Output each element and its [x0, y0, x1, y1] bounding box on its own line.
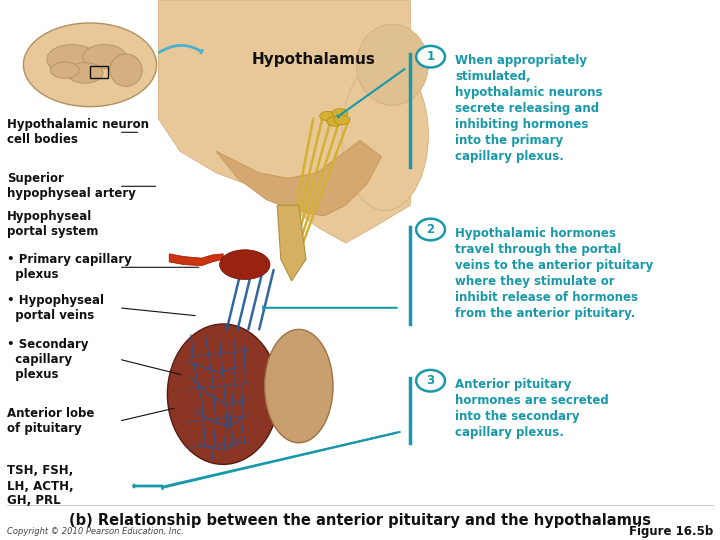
Polygon shape	[169, 254, 223, 266]
Ellipse shape	[334, 115, 350, 125]
Circle shape	[416, 46, 445, 68]
Ellipse shape	[265, 329, 333, 443]
Ellipse shape	[50, 62, 79, 78]
Ellipse shape	[332, 109, 348, 118]
Polygon shape	[216, 140, 382, 216]
Ellipse shape	[327, 117, 343, 126]
Text: 2: 2	[426, 223, 435, 236]
Ellipse shape	[67, 63, 103, 83]
Text: Figure 16.5b: Figure 16.5b	[629, 525, 713, 538]
Text: Copyright © 2010 Pearson Education, Inc.: Copyright © 2010 Pearson Education, Inc.	[7, 528, 184, 536]
Ellipse shape	[83, 45, 126, 69]
Text: 1: 1	[426, 50, 435, 63]
Ellipse shape	[220, 249, 270, 280]
Ellipse shape	[356, 24, 428, 105]
Text: Hypothalamus: Hypothalamus	[251, 52, 375, 67]
Text: Hypothalamic neuron
cell bodies: Hypothalamic neuron cell bodies	[7, 118, 149, 146]
Ellipse shape	[47, 44, 97, 74]
Polygon shape	[158, 0, 410, 243]
Text: • Primary capillary
  plexus: • Primary capillary plexus	[7, 253, 132, 281]
Text: Anterior pituitary
hormones are secreted
into the secondary
capillary plexus.: Anterior pituitary hormones are secreted…	[455, 378, 609, 439]
Circle shape	[416, 219, 445, 240]
Text: • Hypophyseal
  portal veins: • Hypophyseal portal veins	[7, 294, 104, 322]
Text: When appropriately
stimulated,
hypothalamic neurons
secrete releasing and
inhibi: When appropriately stimulated, hypothala…	[455, 54, 603, 163]
Ellipse shape	[24, 23, 157, 107]
Text: Hypothalamic hormones
travel through the portal
veins to the anterior pituitary
: Hypothalamic hormones travel through the…	[455, 227, 653, 320]
Text: Superior
hypophyseal artery: Superior hypophyseal artery	[7, 172, 136, 200]
Ellipse shape	[320, 111, 336, 121]
Text: (b) Relationship between the anterior pituitary and the hypothalamus: (b) Relationship between the anterior pi…	[69, 513, 651, 528]
Text: TSH, FSH,
LH, ACTH,
GH, PRL: TSH, FSH, LH, ACTH, GH, PRL	[7, 464, 74, 508]
Text: 3: 3	[426, 374, 435, 387]
Text: • Secondary
  capillary
  plexus: • Secondary capillary plexus	[7, 338, 89, 381]
Polygon shape	[277, 205, 306, 281]
Ellipse shape	[109, 54, 142, 86]
Text: Hypophyseal
portal system: Hypophyseal portal system	[7, 210, 99, 238]
Circle shape	[416, 370, 445, 392]
Ellipse shape	[342, 59, 428, 211]
Text: Anterior lobe
of pituitary: Anterior lobe of pituitary	[7, 407, 94, 435]
Ellipse shape	[167, 324, 279, 464]
